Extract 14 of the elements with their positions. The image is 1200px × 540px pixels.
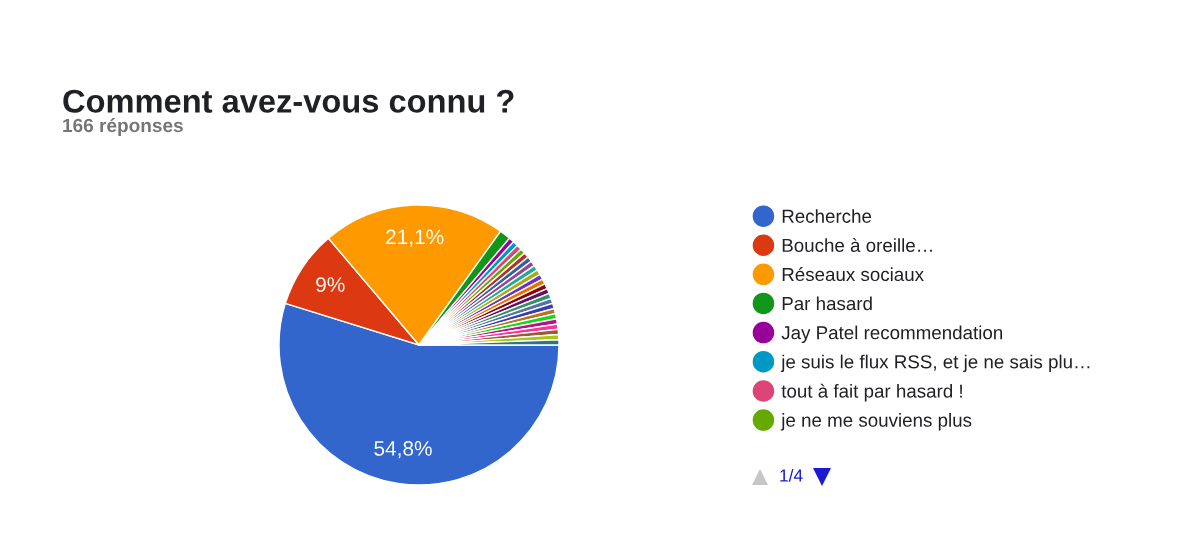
legend-label: Réseaux sociaux — [782, 267, 924, 282]
legend-label: Recherche — [782, 209, 872, 223]
legend-label: Bouche à oreille… — [782, 238, 932, 252]
text: 166 réponses — [63, 118, 183, 136]
data-label: 21,1% — [386, 229, 444, 247]
legend-label: je suis le flux RSS, et je ne sais plu… — [780, 354, 1090, 373]
legend-label: Jay Patel recommendation — [781, 325, 1003, 344]
legend-label: je ne me souviens plus — [780, 413, 972, 431]
legend-label: tout à fait par hasard ! — [781, 383, 962, 402]
text: 1/4 — [780, 468, 803, 482]
chart-title: Comment avez-vous connu ? — [63, 89, 514, 113]
legend-label: Par hasard — [782, 296, 872, 311]
data-label: 9% — [316, 277, 345, 292]
data-label: 54,8% — [374, 441, 432, 459]
